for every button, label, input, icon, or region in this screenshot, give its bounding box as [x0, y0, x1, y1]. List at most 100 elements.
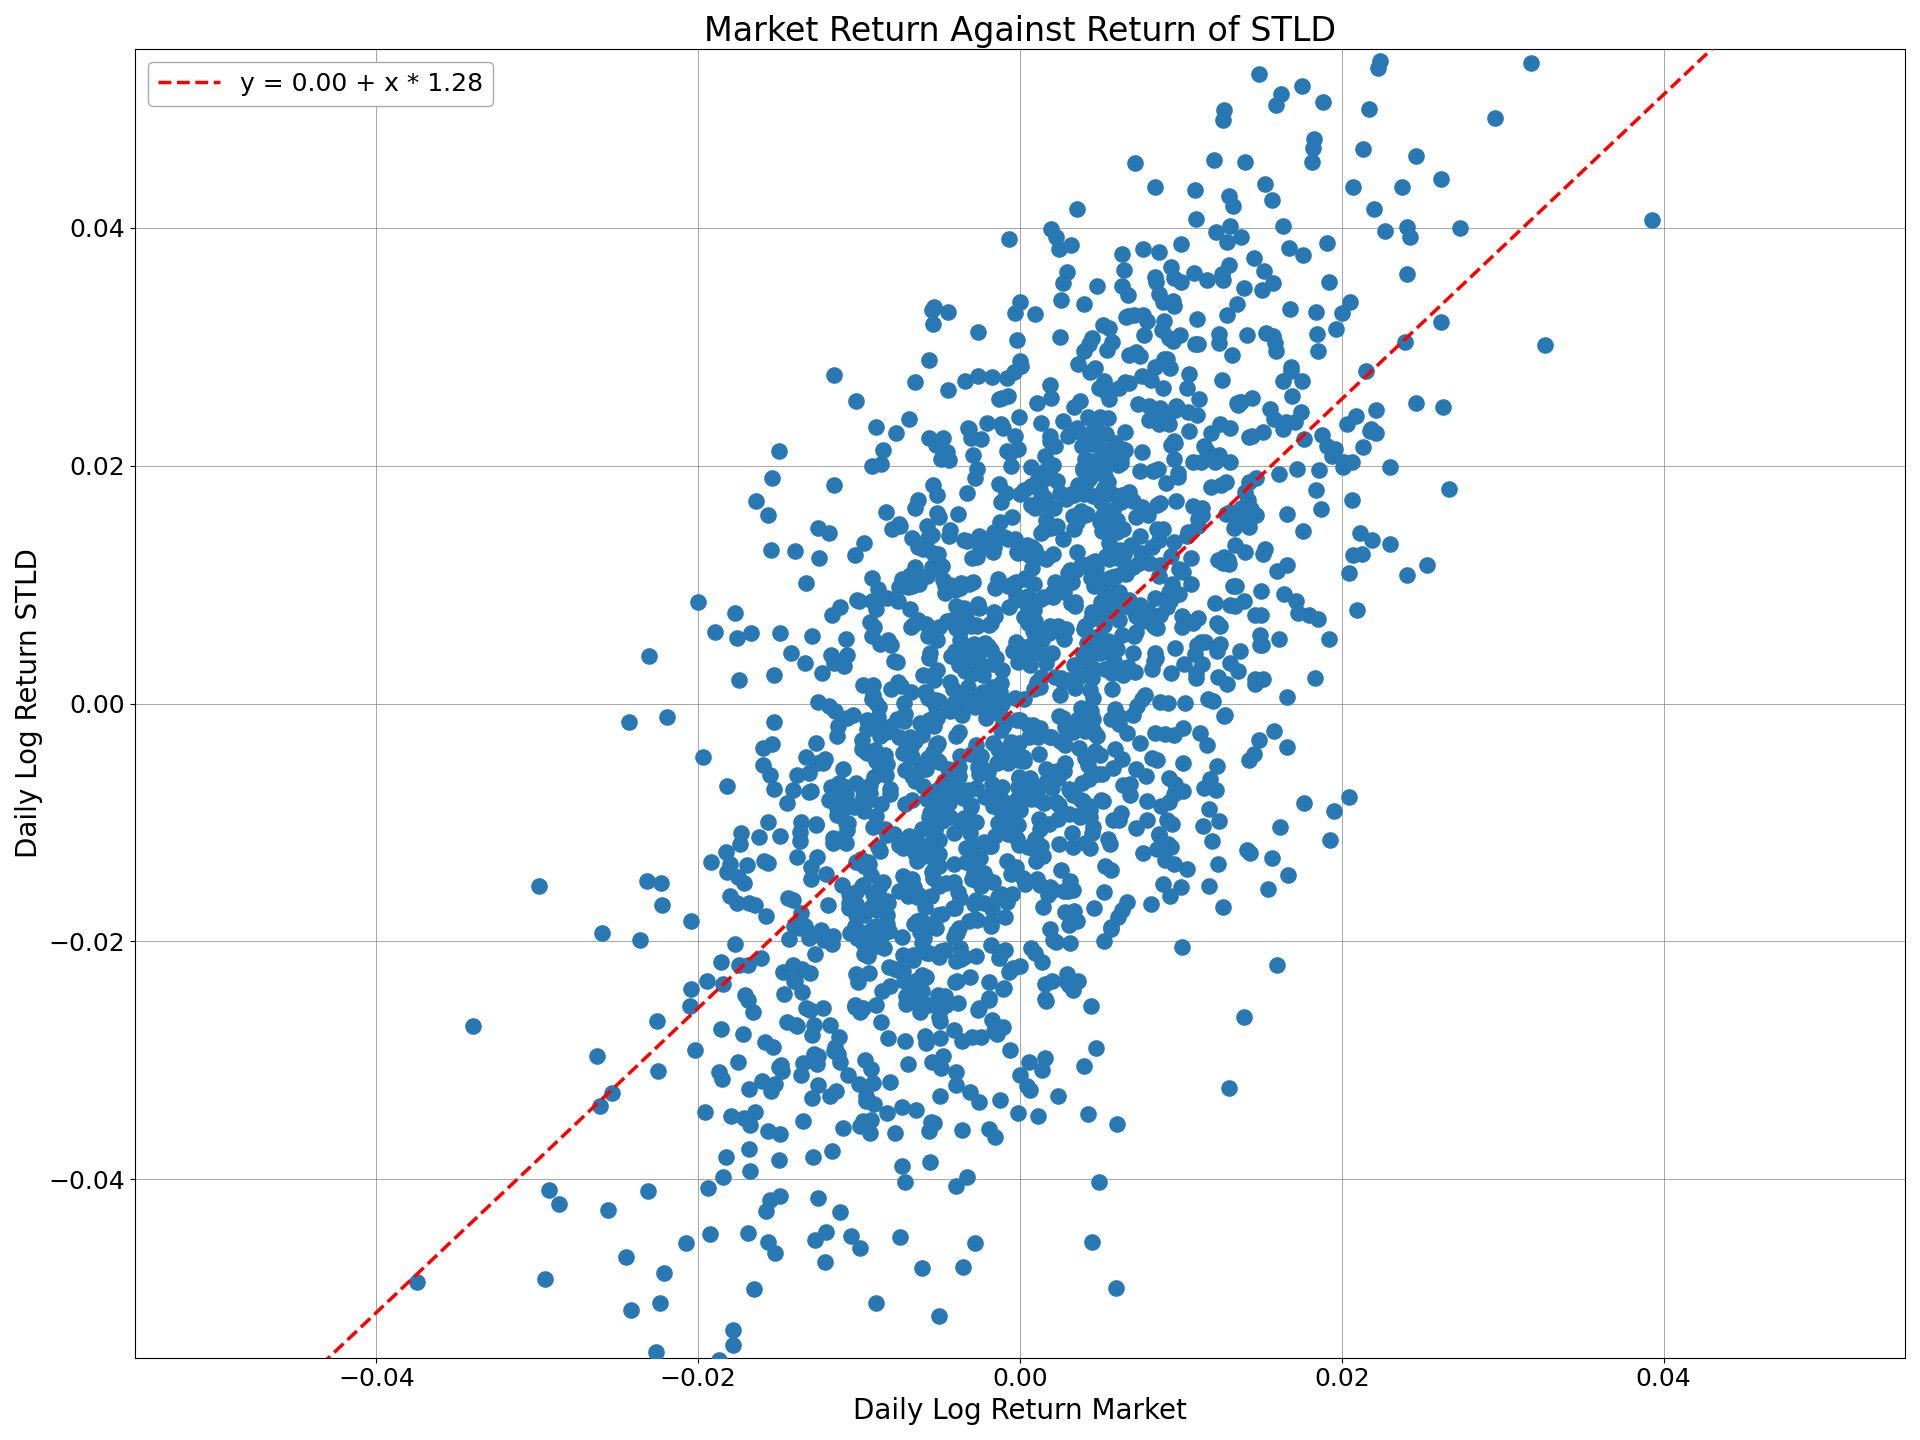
Point	[1129, 324, 1160, 347]
Point	[1363, 56, 1394, 79]
Point	[1041, 514, 1071, 537]
Point	[916, 1151, 947, 1174]
Point	[1050, 900, 1081, 923]
Point	[941, 1073, 972, 1096]
Point	[904, 972, 935, 995]
Point	[975, 835, 1006, 858]
Point	[939, 821, 970, 844]
Point	[906, 723, 937, 746]
Point	[912, 514, 943, 537]
Point	[912, 687, 943, 710]
Point	[801, 1228, 831, 1251]
Point	[822, 796, 852, 819]
Point	[1137, 369, 1167, 392]
Point	[1010, 567, 1041, 590]
Point	[960, 696, 991, 719]
Point	[739, 894, 770, 917]
Point	[1152, 809, 1183, 832]
Point	[902, 572, 933, 595]
Point	[858, 1071, 889, 1094]
Point	[1246, 579, 1277, 602]
Point	[733, 891, 764, 914]
Point	[1069, 641, 1100, 664]
Point	[983, 675, 1014, 698]
Point	[877, 649, 908, 672]
Point	[1139, 356, 1169, 379]
Point	[1319, 436, 1350, 459]
Point	[1046, 667, 1077, 690]
Point	[1087, 520, 1117, 543]
Point	[1033, 644, 1064, 667]
Point	[1338, 176, 1369, 199]
Point	[760, 1241, 791, 1264]
Point	[864, 835, 895, 858]
Point	[1235, 426, 1265, 449]
Point	[1054, 559, 1085, 582]
Point	[945, 654, 975, 677]
Point	[899, 913, 929, 936]
Point	[922, 984, 952, 1007]
Point	[1094, 547, 1125, 570]
Point	[902, 909, 933, 932]
Point	[1041, 791, 1071, 814]
Point	[730, 871, 760, 894]
Point	[1288, 520, 1319, 543]
Point	[1112, 655, 1142, 678]
Point	[1048, 580, 1079, 603]
Point	[1515, 52, 1546, 75]
Point	[935, 698, 966, 721]
Point	[970, 786, 1000, 809]
Point	[939, 852, 970, 876]
Point	[1261, 953, 1292, 976]
Point	[1029, 792, 1060, 815]
Point	[952, 418, 983, 441]
Point	[1023, 808, 1054, 831]
Point	[797, 625, 828, 648]
Point	[858, 683, 889, 706]
Point	[858, 766, 889, 789]
Point	[1208, 262, 1238, 285]
Point	[910, 757, 941, 780]
Point	[847, 874, 877, 897]
Point	[1031, 989, 1062, 1012]
Point	[996, 505, 1027, 528]
Point	[1183, 508, 1213, 531]
Point	[778, 888, 808, 912]
Point	[1281, 458, 1311, 481]
Point	[1150, 471, 1181, 494]
Point	[1037, 454, 1068, 477]
Point	[952, 779, 983, 802]
Point	[1075, 360, 1106, 383]
Point	[1044, 238, 1075, 261]
Point	[645, 1292, 676, 1315]
Point	[860, 914, 891, 937]
Point	[856, 1109, 887, 1132]
Point	[1008, 776, 1039, 799]
Point	[950, 370, 981, 393]
Point	[1064, 389, 1094, 412]
Point	[956, 1025, 987, 1048]
Point	[1025, 628, 1056, 651]
Point	[1058, 654, 1089, 677]
Point	[1192, 688, 1223, 711]
Point	[1069, 503, 1100, 526]
Point	[1048, 671, 1079, 694]
Point	[1023, 726, 1054, 749]
Point	[1002, 828, 1033, 851]
Point	[1208, 896, 1238, 919]
Point	[764, 621, 795, 644]
Point	[1196, 422, 1227, 445]
Point	[956, 867, 987, 890]
Point	[885, 675, 916, 698]
Point	[851, 783, 881, 806]
Point	[939, 897, 970, 920]
Point	[768, 982, 799, 1005]
Point	[1131, 765, 1162, 788]
Point	[883, 576, 914, 599]
Point	[973, 691, 1004, 714]
Point	[995, 228, 1025, 251]
Point	[1016, 937, 1046, 960]
Point	[1002, 540, 1033, 563]
Point	[970, 867, 1000, 890]
Point	[1016, 557, 1046, 580]
